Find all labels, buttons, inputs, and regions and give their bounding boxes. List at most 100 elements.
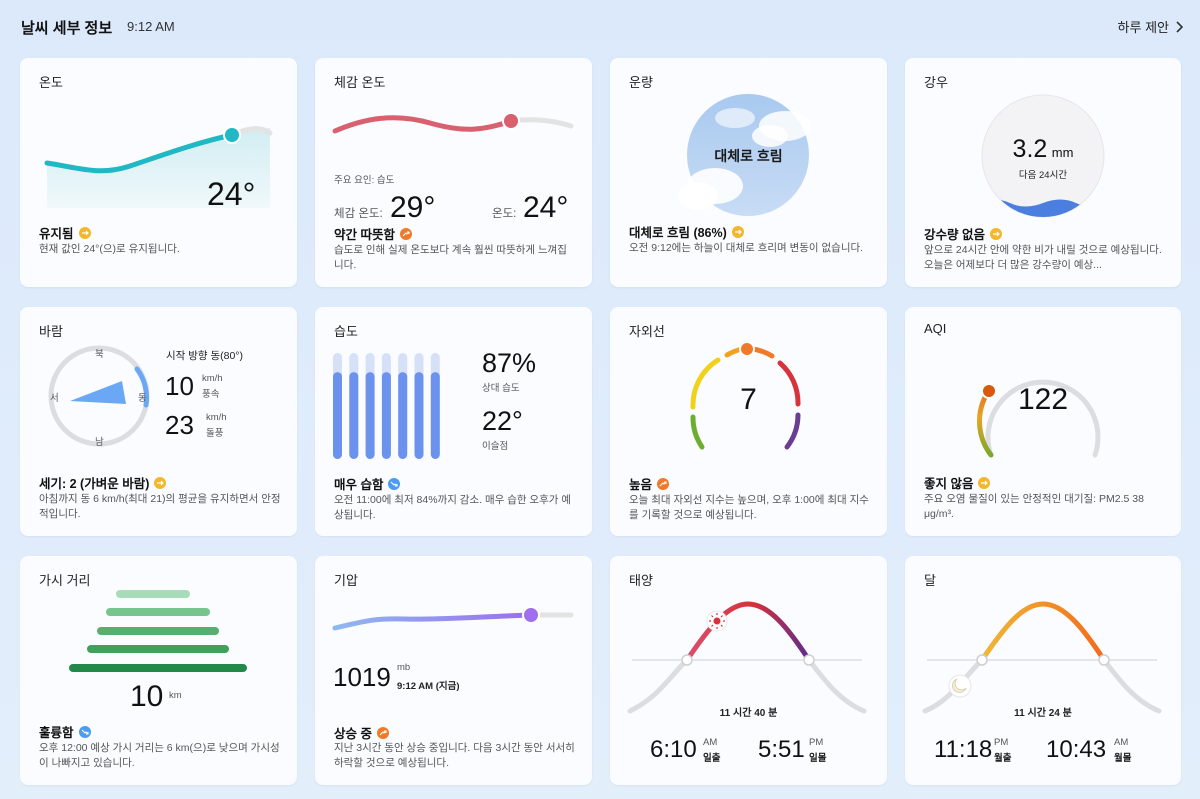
- compass-north: 북: [95, 349, 104, 360]
- wind-status: 세기: 2 (가벼운 바람): [39, 473, 167, 492]
- wind-desc: 아침까지 동 6 km/h(최대 21)의 평균을 유지하면서 안정적입니다.: [39, 493, 281, 520]
- page-title: 날씨 세부 정보: [21, 20, 113, 37]
- cloud-status: 대체로 흐림 (86%): [629, 222, 744, 241]
- pressure-status: 상승 중: [334, 723, 389, 742]
- trend-up-icon: [376, 726, 389, 739]
- humidity-bars: [333, 353, 440, 459]
- uv-card[interactable]: 자외선 7 높음 오늘 최대 자외선 지수는 높으며, 오후 1:00에 최대 …: [610, 307, 887, 536]
- moonset-time: 10:43: [1046, 736, 1107, 763]
- sunrise-ampm: AM: [703, 737, 718, 748]
- wind-direction: 시작 방향 동(80°): [166, 350, 244, 362]
- feels-like-card[interactable]: 체감 온도 주요 요인: 습도 체감 온도: 29° 온도: 24° 약간 따뜻…: [315, 58, 592, 287]
- pressure-value: 1019: [333, 662, 391, 692]
- card-title: 습도: [334, 324, 358, 339]
- rain-value: 3.2: [1012, 135, 1048, 163]
- steady-icon: [78, 226, 91, 239]
- humidity-bar: [414, 372, 424, 459]
- humidity-bar: [365, 372, 375, 459]
- pressure-marker: [522, 606, 540, 624]
- header-time: 9:12 AM: [127, 19, 175, 34]
- cloud-center-label: 대체로 흐림: [714, 148, 783, 164]
- chevron-right-icon: [1176, 20, 1183, 33]
- feels-like-marker: [502, 112, 520, 130]
- temperature-card[interactable]: 온도 24° 유지됨 현재 값인 24°(으)로 유지됩니다.: [20, 58, 297, 287]
- wind-gust-label: 돌풍: [206, 428, 224, 439]
- card-title: 자외선: [629, 324, 665, 339]
- rain-unit: mm: [1051, 145, 1074, 160]
- feels-like-graph: [332, 112, 574, 134]
- aqi-gauge: [977, 379, 1101, 458]
- status-label: 높음: [629, 478, 653, 492]
- status-label: 약간 따뜻함: [334, 228, 395, 242]
- moonset-label: 월몰: [1114, 753, 1132, 764]
- rain-amount: 3.2 mm: [905, 135, 1181, 164]
- card-title: 기압: [334, 573, 358, 588]
- moon-arc: [922, 601, 1162, 714]
- moonset-ampm: AM: [1114, 737, 1129, 748]
- humidity-value: 87%: [482, 348, 537, 378]
- rain-card[interactable]: 강우 3.2 mm 다음 24시간 강수량 없음 앞으로 24시간 안에 약한 …: [905, 58, 1181, 287]
- sunset-label: 일몰: [809, 753, 827, 764]
- rain-gauge: [981, 94, 1105, 218]
- uv-gauge: [690, 341, 801, 450]
- moon-duration: 11 시간 24 분: [1014, 708, 1072, 719]
- dew-point-label: 이슬점: [482, 441, 509, 452]
- compass-west: 서: [50, 393, 59, 404]
- uv-value: 7: [740, 383, 757, 416]
- card-title: 체감 온도: [334, 75, 386, 90]
- trend-up-icon: [399, 227, 412, 240]
- moonrise-time: 11:18: [934, 736, 993, 763]
- sun-arc: [627, 601, 867, 714]
- pressure-time: 9:12 AM (지금): [397, 681, 460, 692]
- visibility-status: 훌륭함: [39, 722, 91, 741]
- card-title: 달: [924, 573, 936, 588]
- moon-icon: [948, 674, 972, 698]
- humidity-bar: [430, 372, 440, 459]
- wind-speed: 10: [165, 371, 194, 401]
- dew-point-value: 22°: [482, 406, 523, 436]
- trend-up-icon: [657, 477, 670, 490]
- daily-forecast-label: 하루 제안: [1117, 20, 1169, 35]
- humidity-label: 상대 습도: [482, 383, 520, 394]
- aqi-marker: [981, 383, 997, 399]
- aqi-card[interactable]: AQI 122 좋지 않음 주요 오염 물질이 있는 안정적인 대기질: PM2…: [905, 307, 1181, 536]
- temperature-status: 유지됨: [39, 223, 91, 242]
- temperature-marker: [223, 126, 241, 144]
- pressure-graph: [332, 606, 574, 631]
- humidity-bar: [381, 372, 391, 459]
- uv-status: 높음: [629, 474, 670, 493]
- rain-period: 다음 24시간: [1018, 170, 1068, 181]
- status-label: 대체로 흐림 (86%): [629, 226, 727, 240]
- compass-south: 남: [95, 437, 104, 448]
- cloud-cover-card[interactable]: 운량 대체로 흐림 대체로 흐림 (86%) 오전 9:12에는 하늘이 대체로…: [610, 58, 887, 287]
- visibility-unit: km: [169, 690, 182, 701]
- sun-card[interactable]: 태양 11 시간 40 분 6:10 AM 일출 5:51 PM 일몰: [610, 556, 887, 785]
- aqi-status: 좋지 않음: [924, 473, 991, 492]
- wind-gust-unit: km/h: [206, 412, 227, 423]
- daily-forecast-link[interactable]: 하루 제안: [1118, 17, 1183, 36]
- pressure-card[interactable]: 기압 1019 mb 9:12 AM (지금) 상승 중 지난 3시간 동안 상…: [315, 556, 592, 785]
- wind-speed-unit: km/h: [202, 373, 223, 384]
- visibility-card[interactable]: 가시 거리 10 km 훌륭함 오후 12:00 예상 가시 거리는 6 km(…: [20, 556, 297, 785]
- humidity-bar: [398, 372, 408, 459]
- sunset-time: 5:51: [758, 736, 805, 763]
- feels-like-value: 29°: [390, 191, 436, 224]
- steady-icon: [978, 476, 991, 489]
- sunset-ampm: PM: [809, 737, 824, 748]
- compass-east: 동: [138, 393, 147, 404]
- actual-temp-value: 24°: [523, 191, 569, 224]
- card-title: 바람: [39, 324, 63, 339]
- humidity-bar: [349, 372, 359, 459]
- aqi-value: 122: [1017, 383, 1069, 416]
- moon-card[interactable]: 달 11 시간 24 분 11:18 PM 월출 10:43 AM 월몰: [905, 556, 1181, 785]
- sunrise-time: 6:10: [650, 736, 697, 763]
- wind-card[interactable]: 바람 북 남 서 동 시작 방향 동(80°) 10 km/h 풍속 23 km…: [20, 307, 297, 536]
- status-label: 좋지 않음: [924, 477, 974, 491]
- status-label: 매우 습함: [334, 478, 384, 492]
- sun-icon: [706, 610, 728, 632]
- visibility-desc: 오후 12:00 예상 가시 거리는 6 km(으)로 낮으며 가시성이 나빠지…: [39, 742, 280, 769]
- card-title: 강우: [924, 75, 948, 90]
- humidity-card[interactable]: 습도 87% 상대 습도 22° 이슬점 매우 습함 오전 11:00에 최저 …: [315, 307, 592, 536]
- humidity-status: 매우 습함: [334, 474, 401, 493]
- steady-icon: [154, 476, 167, 489]
